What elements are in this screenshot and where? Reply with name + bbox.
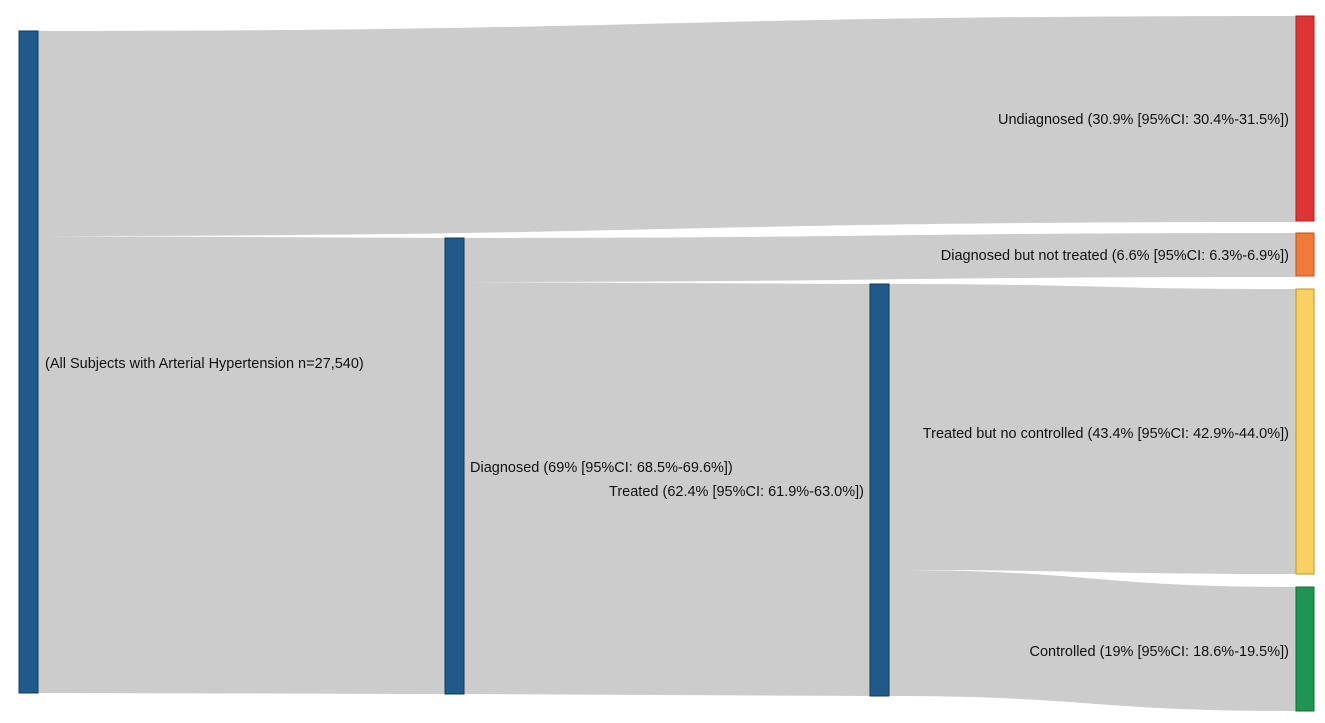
flow-diagnosed-to-not-treated <box>464 233 1296 282</box>
flow-diagnosed-to-treated <box>464 282 870 696</box>
label-controlled: Controlled (19% [95%CI: 18.6%-19.5%]) <box>1029 644 1289 660</box>
node-treated-not-controlled <box>1295 288 1315 575</box>
node-diagnosed <box>444 237 465 695</box>
flow-all-to-undiagnosed <box>38 16 1296 236</box>
flow-treated-to-controlled <box>889 570 1296 711</box>
node-all-subjects <box>18 30 39 694</box>
label-all-subjects: (All Subjects with Arterial Hypertension… <box>45 356 364 372</box>
node-controlled <box>1295 586 1315 712</box>
label-diagnosed: Diagnosed (69% [95%CI: 68.5%-69.6%]) <box>470 460 733 476</box>
label-undiagnosed: Undiagnosed (30.9% [95%CI: 30.4%-31.5%]) <box>998 112 1289 128</box>
node-undiagnosed <box>1295 15 1315 222</box>
node-treated <box>869 283 890 697</box>
label-diagnosed-not-treated: Diagnosed but not treated (6.6% [95%CI: … <box>941 248 1289 264</box>
flow-treated-to-not-controlled <box>889 284 1296 574</box>
node-diagnosed-not-treated <box>1295 232 1315 277</box>
label-treated-not-controlled: Treated but no controlled (43.4% [95%CI:… <box>923 426 1289 442</box>
label-treated: Treated (62.4% [95%CI: 61.9%-63.0%]) <box>609 484 864 500</box>
flow-all-to-diagnosed <box>38 236 445 694</box>
